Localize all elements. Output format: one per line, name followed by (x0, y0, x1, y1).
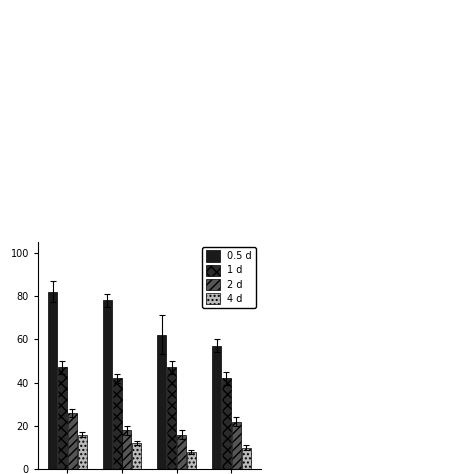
Legend: 0.5 d, 1 d, 2 d, 4 d: 0.5 d, 1 d, 2 d, 4 d (202, 246, 256, 308)
Bar (222, 378, 231, 469)
Bar (232, 421, 241, 469)
Bar (212, 346, 221, 469)
Bar (157, 335, 166, 469)
Bar (58, 367, 67, 469)
Bar (48, 292, 57, 469)
Bar (103, 300, 112, 469)
Bar (122, 430, 131, 469)
Bar (187, 452, 196, 469)
Bar (242, 447, 251, 469)
Bar (132, 443, 141, 469)
Bar (167, 367, 176, 469)
Bar (78, 435, 87, 469)
Bar (112, 378, 122, 469)
Bar (177, 435, 186, 469)
Bar (68, 413, 77, 469)
